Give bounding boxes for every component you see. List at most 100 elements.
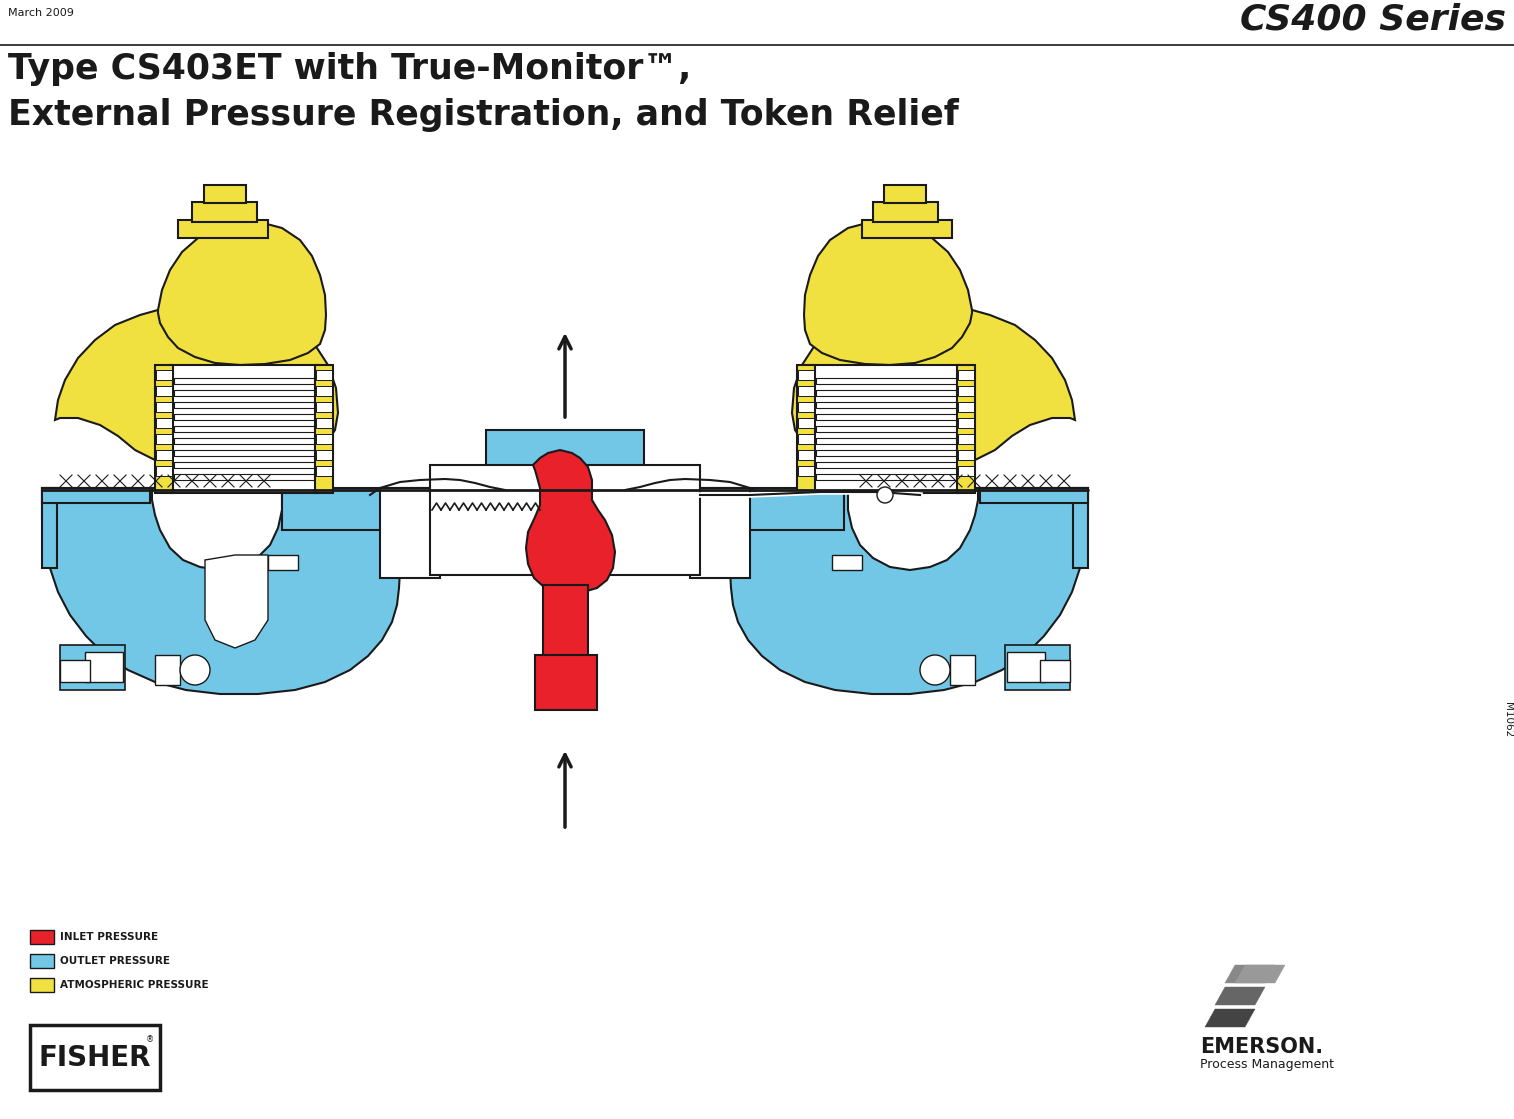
Polygon shape <box>42 488 400 694</box>
Text: ®: ® <box>145 1035 154 1044</box>
Bar <box>156 450 173 460</box>
Bar <box>816 414 955 420</box>
Bar <box>192 203 257 222</box>
Bar <box>958 466 974 476</box>
Bar <box>798 386 815 396</box>
Bar <box>316 386 332 396</box>
Bar <box>42 488 58 568</box>
Bar <box>958 419 974 427</box>
Bar <box>268 555 298 570</box>
Bar <box>816 426 955 432</box>
Bar <box>798 466 815 476</box>
Circle shape <box>921 655 949 685</box>
Bar <box>816 450 955 457</box>
Bar <box>61 645 126 690</box>
Text: External Pressure Registration, and Token Relief: External Pressure Registration, and Toke… <box>8 98 958 132</box>
Bar <box>174 426 313 432</box>
Bar <box>170 365 318 493</box>
Circle shape <box>180 655 210 685</box>
Bar <box>174 402 313 408</box>
Bar <box>958 386 974 396</box>
Bar <box>958 402 974 412</box>
Polygon shape <box>55 305 338 470</box>
Bar <box>30 1025 160 1090</box>
Bar <box>156 434 173 444</box>
Text: EMERSON.: EMERSON. <box>1201 1037 1323 1057</box>
Text: FISHER: FISHER <box>39 1044 151 1072</box>
Bar <box>949 655 975 685</box>
Text: OUTLET PRESSURE: OUTLET PRESSURE <box>61 956 170 966</box>
Text: INLET PRESSURE: INLET PRESSURE <box>61 932 157 942</box>
Bar <box>315 365 333 493</box>
Polygon shape <box>157 223 326 365</box>
Bar <box>156 466 173 476</box>
Bar <box>796 365 815 493</box>
Bar <box>154 365 173 493</box>
Polygon shape <box>1235 965 1285 982</box>
Bar <box>486 430 643 492</box>
Text: M1062: M1062 <box>1503 703 1512 737</box>
Bar <box>204 185 245 203</box>
Bar <box>380 488 441 579</box>
Bar <box>958 450 974 460</box>
Bar <box>174 462 313 468</box>
Bar <box>61 660 89 681</box>
Bar <box>798 450 815 460</box>
Polygon shape <box>1216 987 1266 1005</box>
Bar <box>884 185 927 203</box>
Bar <box>1073 488 1089 568</box>
Text: March 2009: March 2009 <box>8 8 74 18</box>
Bar <box>42 488 150 504</box>
Bar <box>174 414 313 420</box>
Bar <box>316 370 332 380</box>
Bar <box>30 930 55 944</box>
Bar <box>85 652 123 681</box>
Bar <box>1005 645 1070 690</box>
Bar <box>816 402 955 408</box>
Bar <box>690 488 749 579</box>
Bar <box>874 203 939 222</box>
Bar <box>798 419 815 427</box>
Bar <box>316 402 332 412</box>
Bar <box>816 462 955 468</box>
Bar <box>30 978 55 993</box>
Bar <box>957 365 975 493</box>
Bar <box>174 438 313 444</box>
Bar <box>316 466 332 476</box>
Bar <box>316 434 332 444</box>
Bar <box>798 402 815 412</box>
Bar <box>174 378 313 384</box>
Bar <box>958 370 974 380</box>
Polygon shape <box>525 450 615 593</box>
Bar <box>861 220 952 238</box>
Text: ATMOSPHERIC PRESSURE: ATMOSPHERIC PRESSURE <box>61 980 209 990</box>
Bar <box>174 391 313 396</box>
Bar <box>833 555 861 570</box>
Text: CS400 Series: CS400 Series <box>1240 2 1506 36</box>
Bar <box>544 585 587 685</box>
Bar <box>816 378 955 384</box>
Bar <box>430 466 699 575</box>
Bar <box>816 438 955 444</box>
Bar <box>816 391 955 396</box>
Bar <box>156 370 173 380</box>
Polygon shape <box>804 223 972 365</box>
Circle shape <box>877 487 893 504</box>
Polygon shape <box>1225 965 1275 982</box>
Text: Type CS403ET with True-Monitor™,: Type CS403ET with True-Monitor™, <box>8 51 692 86</box>
Polygon shape <box>848 488 978 570</box>
Bar <box>316 419 332 427</box>
Polygon shape <box>730 488 1089 694</box>
Bar <box>30 955 55 968</box>
Bar <box>980 488 1089 504</box>
Bar <box>1040 660 1070 681</box>
Bar <box>174 474 313 480</box>
Bar <box>534 655 597 709</box>
Text: Process Management: Process Management <box>1201 1057 1334 1071</box>
Bar <box>798 370 815 380</box>
Bar <box>812 365 960 493</box>
Bar <box>154 655 180 685</box>
Polygon shape <box>1205 1009 1255 1027</box>
Bar <box>1007 652 1045 681</box>
Bar <box>816 474 955 480</box>
